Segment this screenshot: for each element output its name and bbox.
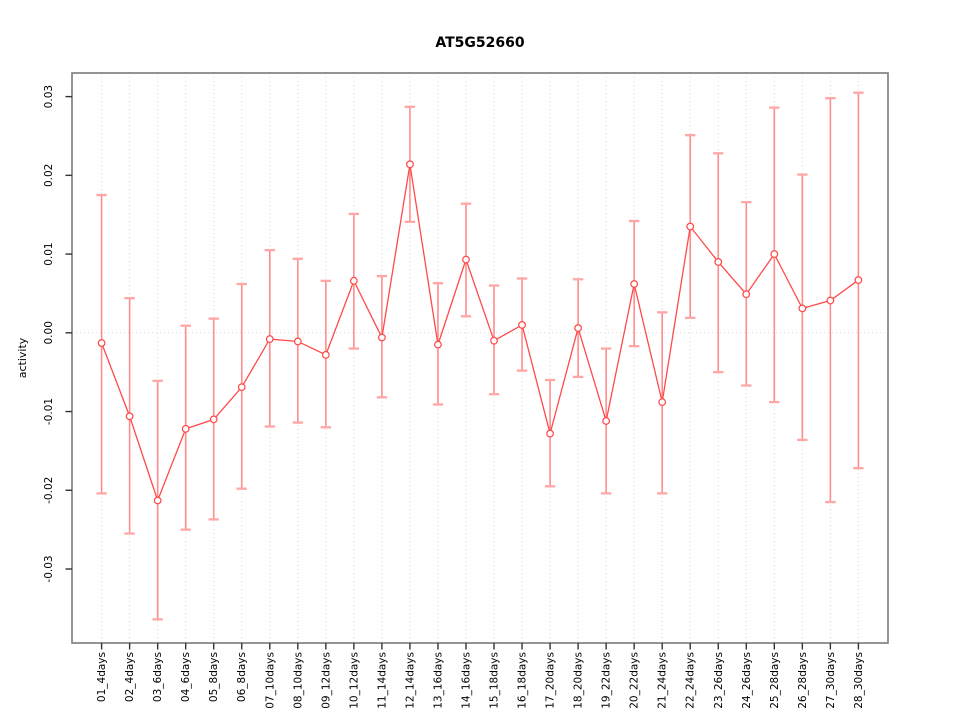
data-point bbox=[518, 321, 526, 329]
error-bars bbox=[96, 91, 864, 621]
data-point bbox=[406, 160, 414, 169]
x-tick-label: 10_12days bbox=[348, 652, 360, 709]
data-point bbox=[602, 417, 611, 425]
y-tick-label: 0.03 bbox=[43, 85, 55, 108]
data-point bbox=[349, 276, 358, 285]
data-point bbox=[574, 324, 583, 333]
data-point bbox=[462, 255, 470, 264]
axis-titles: activity bbox=[16, 337, 29, 378]
plot-border bbox=[71, 72, 889, 644]
x-tick-label: 14_16days bbox=[460, 652, 472, 709]
x-tick-label: 04_6days bbox=[180, 652, 192, 702]
x-tick-label: 20_22days bbox=[629, 652, 641, 709]
data-point bbox=[434, 340, 442, 349]
x-tick-label: 02_4days bbox=[124, 652, 136, 702]
titles: AT5G52660 bbox=[435, 35, 524, 51]
y-tick-label: -0.01 bbox=[43, 398, 55, 425]
x-tick-label: 25_28days bbox=[769, 652, 781, 709]
data-point bbox=[181, 424, 190, 433]
x-tick-label: 17_20days bbox=[545, 652, 557, 709]
data-points bbox=[97, 160, 863, 505]
data-point bbox=[97, 339, 106, 347]
x-tick-label: 12_14days bbox=[404, 652, 416, 709]
data-point bbox=[546, 429, 554, 438]
data-point bbox=[209, 415, 218, 424]
x-tick-label: 26_28days bbox=[797, 652, 809, 709]
x-tick-label: 01_4days bbox=[96, 652, 108, 702]
x-tick-label: 22_24days bbox=[685, 652, 697, 709]
y-tick-label: 0.00 bbox=[43, 321, 55, 344]
x-tick-label: 28_30days bbox=[853, 652, 865, 709]
y-axis-title: activity bbox=[16, 337, 29, 378]
data-point bbox=[742, 290, 751, 299]
plot-title: AT5G52660 bbox=[435, 35, 524, 51]
data-point bbox=[321, 350, 330, 359]
x-tick-label: 27_30days bbox=[825, 652, 837, 709]
y-tick-label: 0.01 bbox=[43, 242, 55, 265]
series bbox=[100, 164, 859, 503]
x-tick-label: 05_8days bbox=[208, 652, 220, 702]
x-tick-label: 07_10days bbox=[264, 652, 276, 709]
y-tick-label: 0.02 bbox=[43, 164, 55, 187]
data-point bbox=[490, 336, 498, 345]
series-line bbox=[100, 164, 859, 503]
data-point bbox=[237, 383, 246, 392]
frame bbox=[71, 72, 889, 644]
x-tick-label: 23_26days bbox=[713, 652, 725, 709]
data-point bbox=[854, 276, 863, 284]
x-tick-label: 06_8days bbox=[236, 652, 248, 702]
x-tick-label: 03_6days bbox=[152, 652, 164, 702]
data-point bbox=[658, 398, 667, 407]
data-point bbox=[686, 222, 695, 231]
data-point bbox=[293, 337, 302, 346]
x-tick-label: 16_18days bbox=[517, 652, 529, 709]
x-tick-label: 24_26days bbox=[741, 652, 753, 709]
x-tick-label: 15_18days bbox=[489, 652, 501, 709]
data-point bbox=[826, 296, 835, 305]
y-axis: -0.03 -0.02 -0.01 0.00 0.01 0.02 0.03 bbox=[43, 85, 72, 583]
x-tick-label: 08_10days bbox=[292, 652, 304, 709]
x-tick-label: 21_24days bbox=[657, 652, 669, 709]
data-point bbox=[798, 304, 807, 313]
y-tick-label: -0.02 bbox=[43, 477, 55, 504]
data-point bbox=[714, 258, 723, 266]
x-tick-label: 11_14days bbox=[376, 652, 388, 709]
x-tick-label: 19_22days bbox=[601, 652, 613, 709]
x-tick-label: 09_12days bbox=[320, 652, 332, 709]
x-axis: 01_4days 02_4days 03_6days 04_6days 05_8days… bbox=[96, 643, 865, 709]
x-tick-label: 18_20days bbox=[573, 652, 585, 709]
data-point bbox=[153, 496, 162, 505]
data-point bbox=[377, 333, 386, 342]
data-point bbox=[770, 250, 779, 259]
data-point bbox=[125, 412, 134, 421]
x-tick-label: 13_16days bbox=[432, 652, 444, 709]
gridlines bbox=[72, 73, 888, 643]
data-point bbox=[630, 280, 639, 288]
y-tick-label: -0.03 bbox=[43, 555, 55, 582]
data-point bbox=[265, 335, 274, 344]
